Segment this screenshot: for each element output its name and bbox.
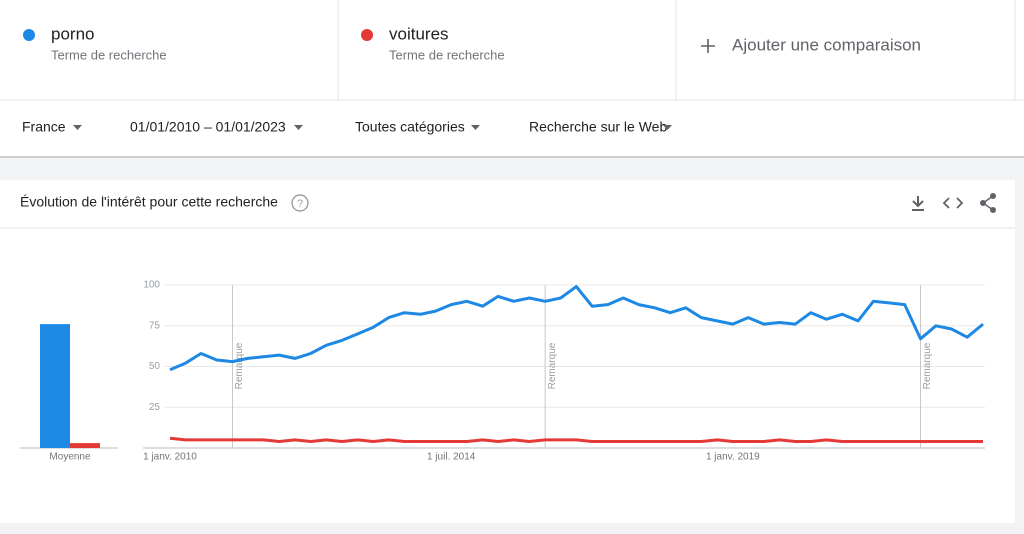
filter[interactable]: France (22, 119, 82, 135)
y-tick-label: 25 (149, 402, 161, 413)
download-icon[interactable] (912, 196, 924, 211)
filter-label: 01/01/2010 – 01/01/2023 (130, 119, 286, 135)
dropdown-arrow (471, 125, 480, 130)
y-tick-label: 100 (143, 280, 160, 291)
term[interactable]: voitures Terme de recherche (361, 24, 505, 62)
series-line (169, 285, 984, 372)
dropdown-arrow (663, 125, 672, 130)
term-name: voitures (389, 24, 449, 43)
term-subtitle: Terme de recherche (51, 47, 167, 62)
bar (40, 324, 70, 448)
share-icon[interactable] (980, 193, 996, 213)
filter[interactable]: Toutes catégories (355, 119, 480, 135)
filter-label: France (22, 119, 66, 135)
header-bg (0, 0, 1024, 157)
y-tick-label: 50 (149, 361, 161, 372)
filter[interactable]: 01/01/2010 – 01/01/2023 (130, 119, 303, 135)
x-tick-label: 1 janv. 2010 (143, 452, 197, 463)
annotation-label: Remarque (234, 342, 245, 389)
x-tick-label: 1 juil. 2014 (427, 452, 476, 463)
bar-label: Moyenne (49, 452, 91, 463)
svg-text:?: ? (297, 198, 303, 210)
bar (70, 443, 100, 448)
dropdown-arrow (73, 125, 82, 130)
embed-icon[interactable] (942, 197, 964, 209)
help-icon[interactable]: ? (291, 194, 309, 212)
filter-label: Toutes catégories (355, 119, 465, 135)
term-name: porno (51, 24, 94, 43)
filter[interactable]: Recherche sur le Web (529, 119, 672, 135)
add-comparison-label: Ajouter une comparaison (732, 35, 921, 54)
term-dot (23, 29, 35, 41)
card-title: Évolution de l'intérêt pour cette recher… (20, 194, 278, 210)
card (0, 180, 1015, 523)
plus-icon (701, 39, 715, 53)
dropdown-arrow (294, 125, 303, 130)
filter-label: Recherche sur le Web (529, 119, 667, 135)
term-subtitle: Terme de recherche (389, 47, 505, 62)
term[interactable]: porno Terme de recherche (23, 24, 167, 62)
series-line (169, 436, 983, 443)
annotation-label: Remarque (922, 342, 933, 389)
y-tick-label: 75 (149, 320, 161, 331)
add-comparison[interactable]: Ajouter une comparaison (701, 35, 921, 54)
annotation-label: Remarque (547, 342, 558, 389)
chart: 25 50 75 100 1 janv. 2010 1 juil. 2014 1 janv.… (20, 280, 985, 463)
x-tick-label: 1 janv. 2019 (706, 452, 760, 463)
term-dot (361, 29, 373, 41)
